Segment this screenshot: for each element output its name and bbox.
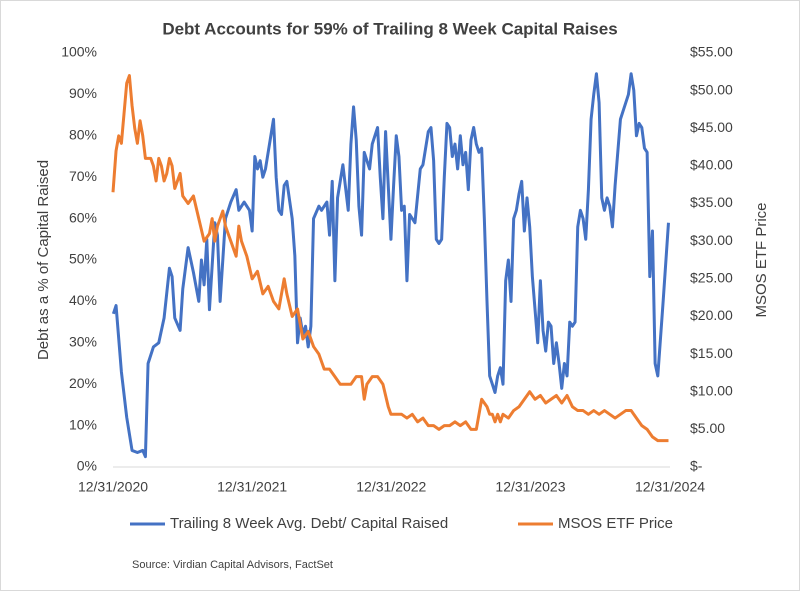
y-tick-label: 80% [69, 127, 97, 143]
y-tick-label: 90% [69, 85, 97, 101]
y2-tick-label: $25.00 [690, 270, 733, 286]
y-tick-label: 30% [69, 334, 97, 350]
y2-tick-label: $50.00 [690, 81, 733, 97]
y-axis-label: Debt as a % of Capital Raised [35, 160, 52, 360]
legend-label: MSOS ETF Price [558, 515, 673, 532]
y-tick-label: 40% [69, 292, 97, 308]
y2-axis-label: MSOS ETF Price [753, 202, 770, 317]
x-tick-label: 12/31/2021 [217, 479, 287, 495]
y-tick-label: 100% [61, 44, 97, 60]
y-tick-label: 70% [69, 168, 97, 184]
x-tick-label: 12/31/2022 [356, 479, 426, 495]
y2-tick-label: $- [690, 458, 703, 474]
y2-tick-label: $20.00 [690, 307, 733, 323]
y2-tick-label: $35.00 [690, 194, 733, 210]
y-tick-label: 50% [69, 251, 97, 267]
y-tick-label: 20% [69, 375, 97, 391]
x-tick-label: 12/31/2023 [495, 479, 565, 495]
y-tick-label: 10% [69, 416, 97, 432]
y2-tick-label: $55.00 [690, 44, 733, 60]
y2-tick-label: $45.00 [690, 119, 733, 135]
series-line [111, 72, 670, 459]
x-tick-label: 12/31/2020 [78, 479, 148, 495]
legend-label: Trailing 8 Week Avg. Debt/ Capital Raise… [170, 515, 448, 532]
y-tick-label: 0% [77, 458, 97, 474]
source-note: Source: Virdian Capital Advisors, FactSe… [132, 559, 333, 571]
y2-tick-label: $30.00 [690, 232, 733, 248]
series-line [111, 74, 669, 443]
y-tick-label: 60% [69, 209, 97, 225]
x-tick-label: 12/31/2024 [635, 479, 705, 495]
y2-tick-label: $5.00 [690, 420, 725, 436]
y2-tick-label: $10.00 [690, 382, 733, 398]
y2-tick-label: $40.00 [690, 157, 733, 173]
chart-title: Debt Accounts for 59% of Trailing 8 Week… [162, 19, 617, 38]
y2-tick-label: $15.00 [690, 345, 733, 361]
